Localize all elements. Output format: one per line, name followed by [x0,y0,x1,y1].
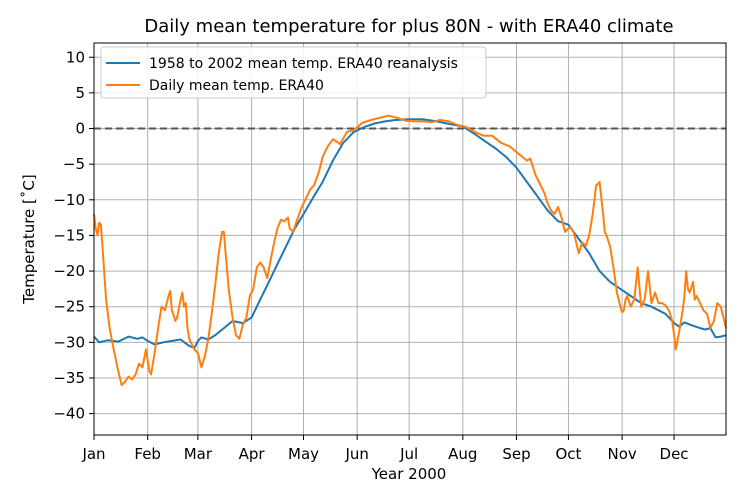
x-tick-label: May [288,445,319,463]
x-tick-label: Oct [555,445,581,463]
y-axis-label: Temperature [˚C] [20,174,38,304]
climate-mean-series-line [93,118,727,349]
y-axis: 10 5 0 −5 −10 −15 −20 −25 −30 −35 −40 [53,48,94,423]
x-tick-label: Jul [399,445,418,463]
y-tick-label: −30 [53,333,85,351]
y-tick-label: −35 [53,369,85,387]
x-tick-label: Aug [448,445,477,463]
x-tick-label: Jun [344,445,368,463]
y-tick-label: −25 [53,298,85,316]
x-tick-label: Mar [184,445,213,463]
y-tick-label: −5 [63,155,85,173]
legend-label: Daily mean temp. ERA40 [149,78,324,94]
y-tick-label: −15 [53,226,85,244]
daily-mean-series-line [93,114,727,387]
chart-title: Daily mean temperature for plus 80N - wi… [144,16,673,37]
legend: 1958 to 2002 mean temp. ERA40 reanalysis… [100,46,487,99]
x-axis-label: Year 2000 [371,465,447,483]
x-tick-label: Feb [134,445,161,463]
grid-lines [94,43,726,435]
legend-label: 1958 to 2002 mean temp. ERA40 reanalysis [149,56,458,72]
x-tick-label: Jan [81,445,105,463]
x-tick-label: Apr [239,445,266,463]
legend-box [100,46,487,99]
y-tick-label: −20 [53,262,85,280]
y-tick-label: 0 [75,120,85,138]
plot-frame [93,42,727,436]
x-axis: Jan Feb Mar Apr May Jun Jul Aug Sep Oct Nov Dec [81,435,689,463]
series-layer [93,114,727,387]
y-tick-label: −40 [53,405,85,423]
y-tick-label: 5 [75,84,85,102]
x-tick-label: Sep [502,445,530,463]
y-tick-label: −10 [53,191,85,209]
x-tick-label: Dec [660,445,689,463]
y-tick-label: 10 [66,48,85,66]
x-tick-label: Nov [607,445,636,463]
